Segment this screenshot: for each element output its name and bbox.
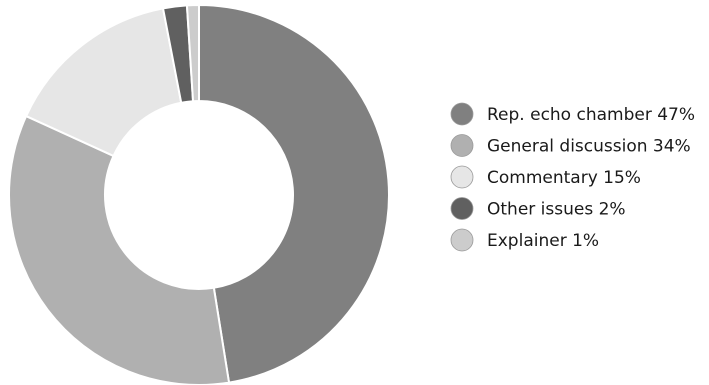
legend-swatch xyxy=(450,134,474,157)
legend-item-rep-echo-chamber: Rep. echo chamber 47% xyxy=(450,102,695,126)
legend-item-other-issues: Other issues 2% xyxy=(450,197,626,220)
legend-item-explainer: Explainer 1% xyxy=(450,228,599,252)
legend-swatch xyxy=(450,228,474,252)
legend-item-commentary: Commentary 15% xyxy=(450,165,641,189)
legend-swatch xyxy=(450,102,474,126)
slice-explainer xyxy=(185,3,200,103)
legend-label: Commentary 15% xyxy=(487,168,641,188)
slice-rep-echo-chamber xyxy=(198,3,390,384)
legend-item-general-discussion: General discussion 34% xyxy=(450,134,691,157)
donut-slices xyxy=(8,3,390,385)
slice-general-discussion xyxy=(8,114,231,385)
legend-label: Other issues 2% xyxy=(487,200,626,220)
legend-label: Rep. echo chamber 47% xyxy=(487,105,695,125)
legend-swatch xyxy=(450,197,474,220)
legend-label: Explainer 1% xyxy=(487,231,599,251)
legend: Rep. echo chamber 47% General discussion … xyxy=(450,102,695,252)
legend-label: General discussion 34% xyxy=(487,137,691,157)
legend-swatch xyxy=(450,165,474,189)
